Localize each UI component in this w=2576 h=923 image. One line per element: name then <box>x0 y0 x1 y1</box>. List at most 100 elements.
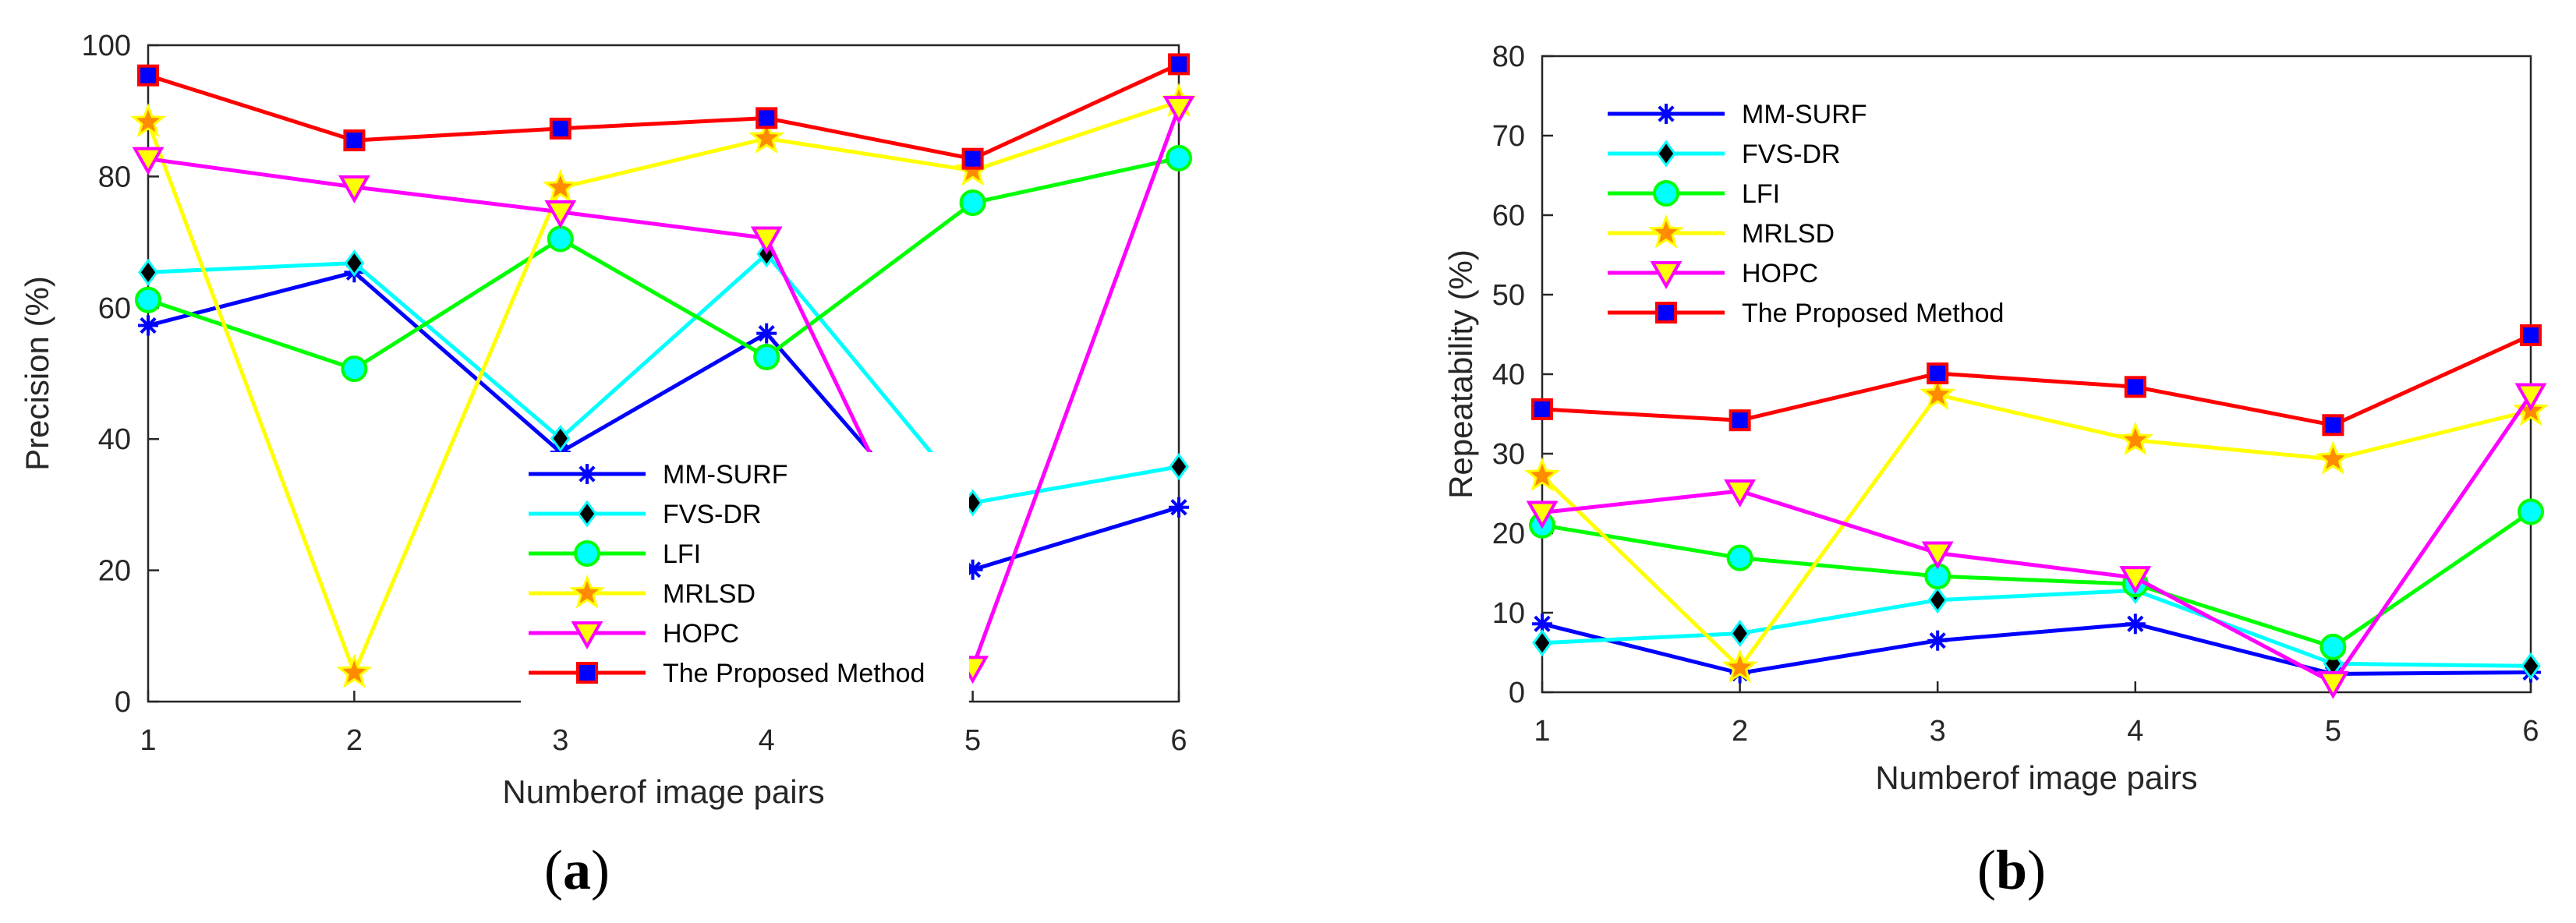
legend-label: The Proposed Method <box>1742 299 2004 328</box>
x-tick-label: 4 <box>759 724 775 757</box>
x-tick-label: 1 <box>1534 715 1550 748</box>
x-tick-label: 2 <box>346 724 363 757</box>
y-tick-label: 50 <box>1492 279 1525 312</box>
x-axis-label: Numberof image pairs <box>502 773 824 810</box>
data-point <box>2119 566 2152 595</box>
legend-item: The Proposed Method <box>1608 299 2004 328</box>
panel-label: (b) <box>1977 839 2046 901</box>
data-point <box>1927 630 1948 651</box>
data-point <box>544 200 577 228</box>
series-line <box>1541 510 2532 649</box>
data-point <box>138 315 158 336</box>
data-point <box>1166 144 1192 172</box>
legend-item: The Proposed Method <box>529 659 925 688</box>
series-line <box>1541 394 2533 685</box>
y-tick-label: 70 <box>1492 120 1525 153</box>
legend-item: MRLSD <box>1608 214 1835 249</box>
data-point <box>1729 619 1750 648</box>
legend-item: FVS-DR <box>529 500 762 529</box>
y-tick-label: 0 <box>115 686 131 719</box>
legend-marker <box>1656 140 1676 168</box>
data-point <box>2319 633 2347 660</box>
data-point <box>2322 414 2344 437</box>
x-tick-label: 5 <box>2325 715 2341 748</box>
y-tick-label: 60 <box>98 292 131 325</box>
data-point <box>341 355 368 383</box>
data-point <box>2520 324 2542 347</box>
legend-item: MM-SURF <box>529 460 788 490</box>
chart-a-precision: 0 20 40 60 80 100 1 2 3 4 5 6 Numberof image pairs Pr… <box>19 30 1198 901</box>
data-point <box>1920 376 1956 411</box>
legend-label: FVS-DR <box>663 500 762 529</box>
legend-marker <box>577 500 597 528</box>
series-line <box>147 156 1180 371</box>
data-point <box>2124 376 2146 398</box>
data-point <box>1532 629 1552 657</box>
data-point <box>135 286 161 313</box>
legend-label: MM-SURF <box>663 460 788 490</box>
y-tick-label: 100 <box>82 30 131 62</box>
data-point <box>959 189 986 217</box>
series-line <box>1541 621 2532 676</box>
data-point <box>756 323 777 344</box>
legend-item: HOPC <box>1608 259 1818 290</box>
data-point <box>2521 652 2541 680</box>
legend-marker <box>1647 214 1685 249</box>
legend-item: MM-SURF <box>1608 100 1867 129</box>
legend-marker <box>1655 302 1677 324</box>
data-point <box>1927 586 1948 614</box>
y-tick-label: 20 <box>98 555 131 588</box>
legend-item: LFI <box>529 539 701 569</box>
data-point <box>1168 53 1190 76</box>
y-tick-label: 0 <box>1509 677 1525 709</box>
data-point <box>138 258 158 286</box>
legend-label: FVS-DR <box>1742 140 1841 169</box>
data-point <box>2518 498 2544 525</box>
series-line <box>147 270 1180 572</box>
legend-marker <box>577 464 597 484</box>
data-point <box>750 226 783 255</box>
series-lfi <box>135 144 1192 383</box>
y-tick-label: 20 <box>1492 518 1525 550</box>
y-tick-label: 80 <box>98 161 131 193</box>
legend-label: HOPC <box>1742 259 1818 288</box>
legend-label: HOPC <box>663 619 739 649</box>
data-point <box>137 64 159 87</box>
data-point <box>336 653 373 688</box>
y-tick-label: 80 <box>1492 41 1525 73</box>
legend-marker <box>568 574 606 609</box>
series-hopc <box>1526 383 2547 699</box>
series-line <box>1541 393 2532 670</box>
legend-marker <box>1650 261 1683 290</box>
series-line <box>147 107 1181 670</box>
data-point <box>344 249 365 278</box>
x-tick-label: 6 <box>2522 715 2539 748</box>
data-point <box>550 424 571 452</box>
data-point <box>542 168 579 203</box>
data-point <box>1162 95 1195 125</box>
x-tick-label: 5 <box>964 724 981 757</box>
y-axis-label: Precision (%) <box>19 276 55 471</box>
legend-marker <box>1656 104 1676 124</box>
x-tick-label: 4 <box>2127 715 2143 748</box>
data-point <box>549 117 571 140</box>
data-point <box>1523 457 1561 492</box>
chart-b-repeatability: 0 10 20 30 40 50 60 70 80 1 2 3 4 5 6 Numberof image pa… <box>1442 41 2549 901</box>
data-point <box>748 119 785 154</box>
series-hopc <box>132 95 1195 684</box>
series-the-proposed-method <box>1531 324 2542 437</box>
legend-label: The Proposed Method <box>663 659 925 688</box>
y-axis-label: Repeatability (%) <box>1442 249 1479 499</box>
data-point <box>2316 670 2349 699</box>
data-point <box>2117 421 2153 456</box>
data-point <box>1721 649 1758 684</box>
legend-item: LFI <box>1608 179 1780 209</box>
data-point <box>1927 362 1949 384</box>
y-tick-label: 10 <box>1492 597 1525 630</box>
data-point <box>132 147 165 175</box>
y-tick-label: 30 <box>1492 438 1525 471</box>
legend-label: MRLSD <box>663 579 755 609</box>
data-point <box>753 343 780 370</box>
data-point <box>1531 398 1553 420</box>
